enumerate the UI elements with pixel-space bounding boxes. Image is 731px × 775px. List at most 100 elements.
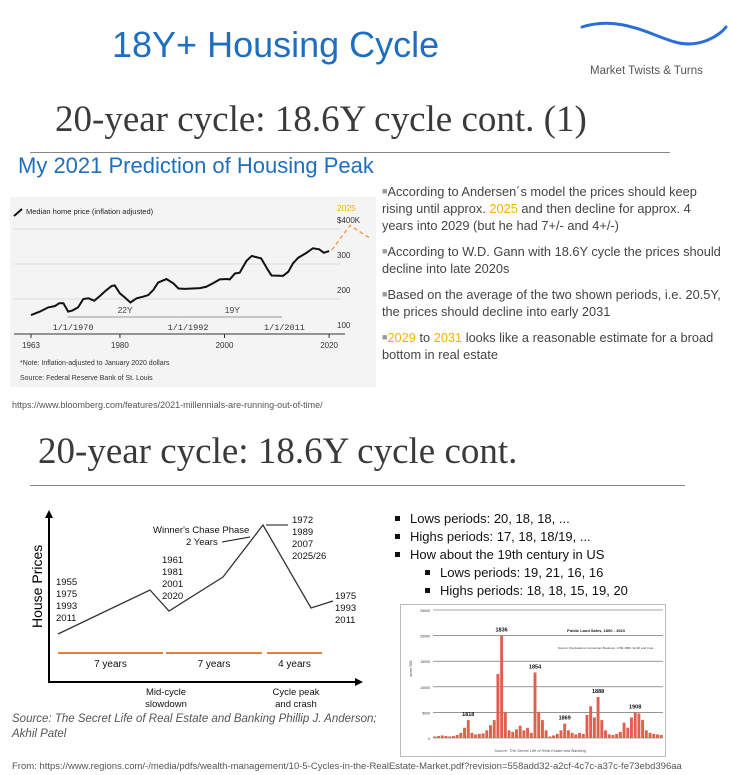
peak-year-label: 1836 <box>496 628 508 634</box>
divider <box>30 152 670 153</box>
bar <box>585 714 589 738</box>
bar <box>455 734 459 738</box>
chart-source: Source: Federal Reserve Bank of St. Loui… <box>20 375 153 382</box>
bar <box>496 674 500 738</box>
phase-label: Winner's Chase Phase <box>153 525 249 536</box>
peak-year-label: 1818 <box>462 712 474 718</box>
bullet-item: How about the 19th century in US <box>395 546 628 564</box>
bar <box>481 733 485 738</box>
year-label: 2020 <box>162 591 183 602</box>
bullet-icon: ■ <box>382 246 388 256</box>
bar <box>444 735 448 738</box>
bullet-text: Highs periods: 17, 18, 18/19, ... <box>410 529 591 544</box>
chart-note: Source: Fluctuations in American Busines… <box>558 646 656 650</box>
phase-duration-label: 2 Years <box>186 537 218 548</box>
bullet-icon: ■ <box>382 289 388 299</box>
pointer-arrow <box>221 536 251 543</box>
date-label: 1/1/2011 <box>264 323 305 333</box>
cycle-diagram: House Prices 1955197519932011196119812001… <box>29 510 363 710</box>
year-label: 2025/26 <box>292 551 326 562</box>
bar <box>463 727 466 738</box>
year-label: 1993 <box>335 603 356 614</box>
date-label: 1/1/1970 <box>53 323 94 333</box>
bar <box>515 729 518 738</box>
bullet-text: How about the 19th century in US <box>410 547 605 562</box>
bullet-item: ■According to Andersen´s model the price… <box>380 183 725 234</box>
bar <box>500 635 504 738</box>
price-cycle-line <box>57 523 334 635</box>
bar <box>563 723 567 738</box>
y-tick-label: 300 <box>337 251 351 260</box>
x-tick-label: 1980 <box>111 341 129 350</box>
bar <box>633 712 637 738</box>
bar <box>474 734 478 738</box>
bullet-icon <box>425 588 430 593</box>
bar <box>596 697 600 738</box>
bullet-text: According to W.D. Gann with 18.6Y cycle … <box>382 244 721 276</box>
y-axis-label: acres '000 <box>409 660 413 676</box>
year-label: 1975 <box>335 591 356 602</box>
y-tick-label: 100 <box>337 321 351 330</box>
bar <box>589 706 593 738</box>
bar <box>533 672 537 738</box>
bar <box>492 720 496 738</box>
bullet-icon <box>395 534 400 539</box>
bar <box>529 732 533 738</box>
bar <box>537 712 541 738</box>
x-tick-label: 2000 <box>216 341 234 350</box>
bullet-text: looks like a reasonable estimate for a b… <box>382 330 714 362</box>
bar <box>466 720 470 738</box>
bar <box>433 736 437 738</box>
bar <box>626 727 630 738</box>
span-label: 7 years <box>94 659 127 670</box>
peak-year-label: 1869 <box>559 716 571 722</box>
year-label: 1955 <box>56 577 77 588</box>
bullet-icon: ■ <box>382 186 388 196</box>
bar <box>489 725 492 738</box>
year-label: 2011 <box>335 615 355 626</box>
x-tick-label: 1963 <box>22 341 40 350</box>
divider <box>30 485 685 486</box>
span-label: 22Y <box>118 305 133 315</box>
bar <box>655 734 659 738</box>
bar <box>578 732 581 738</box>
bar <box>540 720 544 738</box>
year-label: 1981 <box>162 567 183 578</box>
bullet-icon <box>395 516 400 521</box>
section-heading-1: 20-year cycle: 18.6Y cycle cont. (1) <box>55 99 587 140</box>
y-tick-label: 25000 <box>420 609 430 613</box>
legend-label: Median home price (inflation adjusted) <box>26 207 154 216</box>
bar <box>511 731 515 738</box>
chart-title: Public Land Sales, 1800 - 1923 <box>567 628 626 633</box>
bullet-icon <box>425 570 430 575</box>
bar <box>485 730 489 738</box>
year-label: 1975 <box>56 589 77 600</box>
bar <box>648 732 652 738</box>
chart-source: Source: The Secret Life of Real Estate a… <box>494 748 586 753</box>
bar <box>644 730 648 738</box>
bullet-icon: ■ <box>382 332 388 342</box>
mid-cycle-label: slowdown <box>145 699 187 710</box>
bar <box>470 732 474 738</box>
bar <box>518 725 522 738</box>
bullet-item: Lows periods: 20, 18, 18, ... <box>395 510 628 528</box>
bullet-list-2: Lows periods: 20, 18, 18, ... Highs perio… <box>395 510 628 600</box>
source-url: https://www.bloomberg.com/features/2021-… <box>12 400 323 410</box>
bullet-text: and then decline for approx. 4 years int… <box>382 201 691 233</box>
bar <box>503 712 507 738</box>
bar <box>526 727 530 738</box>
bar <box>566 730 570 738</box>
bullet-text: to <box>415 330 434 345</box>
bar <box>555 733 559 738</box>
bullet-text: Lows periods: 20, 18, 18, ... <box>410 511 570 526</box>
bar <box>611 734 615 738</box>
bar <box>559 730 563 738</box>
year-label: 1961 <box>162 555 183 566</box>
y-tick-label: 20000 <box>420 635 430 639</box>
year-label: 1989 <box>292 527 313 538</box>
peak-label: and crash <box>275 699 317 710</box>
bar <box>570 732 574 738</box>
x-tick-label: 2020 <box>320 341 338 350</box>
chart-note: *Note: Inflation-adjusted to January 202… <box>20 360 170 367</box>
bar <box>659 734 663 738</box>
